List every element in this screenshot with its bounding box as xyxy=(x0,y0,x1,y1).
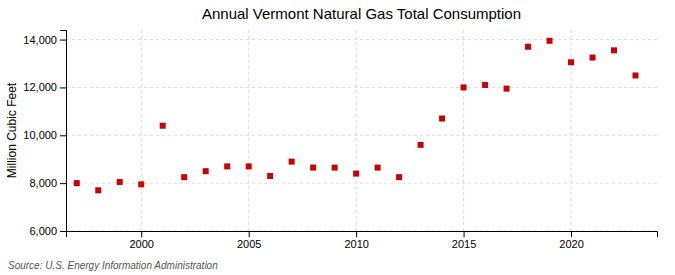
y-tick: 14,000 xyxy=(23,34,66,46)
y-tick-label: 14,000 xyxy=(23,34,57,46)
point xyxy=(547,38,553,44)
grid-line-x xyxy=(463,30,464,231)
point xyxy=(611,47,617,53)
point xyxy=(375,165,381,171)
x-tick: 2010 xyxy=(344,231,368,250)
point xyxy=(117,179,123,185)
x-tick-label: 2000 xyxy=(129,238,153,250)
y-tick-label: 6,000 xyxy=(29,225,57,237)
y-axis: 6,000 8,000 10,000 12,000 14,000 xyxy=(23,31,66,238)
y-tick: 8,000 xyxy=(29,177,66,189)
grid-line-x xyxy=(141,30,142,231)
x-tick-mark xyxy=(464,231,465,237)
y-tick: 6,000 xyxy=(29,225,66,237)
source-note: Source: U.S. Energy Information Administ… xyxy=(8,260,218,271)
grid-line-y xyxy=(66,183,657,184)
x-tick-label: 2015 xyxy=(452,238,476,250)
grid-line-x xyxy=(248,30,249,231)
x-tick: 2015 xyxy=(452,231,476,250)
point xyxy=(504,86,510,92)
title: Annual Vermont Natural Gas Total Consump… xyxy=(202,5,521,22)
x-tick-mark xyxy=(356,231,357,237)
point xyxy=(482,82,488,88)
point xyxy=(525,44,531,50)
point xyxy=(267,173,273,179)
point xyxy=(590,55,596,61)
point xyxy=(396,174,402,180)
point xyxy=(203,168,209,174)
plot-area: 2000 2005 2010 2015 2020 6,000 8,000 10,000 12,0… xyxy=(23,30,657,250)
x-tick-label: 2010 xyxy=(344,238,368,250)
x-tick: 2005 xyxy=(237,231,261,250)
x-tick-mark xyxy=(571,231,572,237)
x-axis: 2000 2005 2010 2015 2020 xyxy=(67,231,658,250)
grid-line-x xyxy=(356,30,357,231)
y-tick-mark xyxy=(60,135,66,136)
y-tick-mark xyxy=(60,183,66,184)
x-tick: 2000 xyxy=(129,231,153,250)
point xyxy=(181,174,187,180)
point xyxy=(568,59,574,65)
point xyxy=(332,165,338,171)
y-tick: 10,000 xyxy=(23,129,66,141)
point xyxy=(461,84,467,90)
grid xyxy=(66,30,657,231)
point xyxy=(439,116,445,122)
y-tick: 12,000 xyxy=(23,81,66,93)
x-tick-mark xyxy=(141,231,142,237)
x-axis-line xyxy=(67,232,658,238)
point xyxy=(353,171,359,177)
points xyxy=(74,38,639,194)
point xyxy=(289,159,295,165)
x-tick: 2020 xyxy=(559,231,583,250)
y-tick-label: 12,000 xyxy=(23,81,57,93)
y-tick-mark xyxy=(60,231,66,232)
point xyxy=(160,123,166,129)
point xyxy=(633,72,639,78)
y-tick-label: 10,000 xyxy=(23,129,57,141)
y-tick-label: 8,000 xyxy=(29,177,57,189)
point xyxy=(74,180,80,186)
point xyxy=(418,142,424,148)
grid-line-y xyxy=(66,87,657,88)
x-tick-label: 2005 xyxy=(237,238,261,250)
point xyxy=(95,187,101,193)
point xyxy=(310,165,316,171)
point xyxy=(246,163,252,169)
point xyxy=(138,181,144,187)
x-tick-mark xyxy=(249,231,250,237)
x-tick-label: 2020 xyxy=(559,238,583,250)
y-axis-title: Million Cubic Feet xyxy=(5,82,19,178)
chart: 2000 2005 2010 2015 2020 6,000 8,000 10,000 12,0… xyxy=(0,0,675,275)
grid-line-y xyxy=(66,39,657,40)
y-axis-line xyxy=(60,31,67,232)
y-tick-mark xyxy=(60,40,66,41)
grid-line-y xyxy=(66,135,657,136)
point xyxy=(224,163,230,169)
y-tick-mark xyxy=(60,87,66,88)
